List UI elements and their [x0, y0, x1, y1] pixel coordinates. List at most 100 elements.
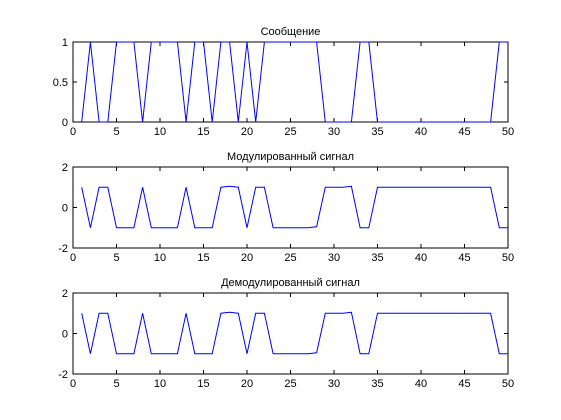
data-point — [186, 187, 187, 188]
data-point — [499, 353, 500, 354]
data-point — [507, 353, 508, 354]
x-tick-label: 10 — [154, 378, 166, 390]
x-tick-label: 50 — [502, 126, 514, 138]
data-point — [159, 227, 160, 228]
x-tick-label: 25 — [284, 252, 296, 264]
x-tick-label: 20 — [241, 252, 253, 264]
data-point — [490, 121, 491, 122]
x-tick-label: 30 — [328, 378, 340, 390]
data-point — [238, 313, 239, 314]
data-point — [333, 313, 334, 314]
x-tick-label: 5 — [113, 252, 119, 264]
data-point — [177, 353, 178, 354]
data-point — [168, 353, 169, 354]
x-tick-label: 50 — [502, 378, 514, 390]
data-point — [360, 41, 361, 42]
data-point — [299, 227, 300, 228]
y-tick-label: 2 — [62, 162, 68, 174]
data-point — [360, 353, 361, 354]
axes-box — [72, 41, 509, 123]
data-point — [125, 353, 126, 354]
data-point — [264, 313, 265, 314]
x-tick-label: 20 — [241, 378, 253, 390]
x-tick-label: 20 — [241, 126, 253, 138]
data-point — [473, 187, 474, 188]
data-point — [238, 187, 239, 188]
data-point — [194, 227, 195, 228]
data-point — [81, 187, 82, 188]
data-point — [377, 187, 378, 188]
data-point — [116, 41, 117, 42]
data-point — [412, 187, 413, 188]
data-point — [151, 41, 152, 42]
data-point — [107, 187, 108, 188]
data-point — [447, 187, 448, 188]
data-point — [307, 227, 308, 228]
x-tick-label: 0 — [70, 378, 76, 390]
data-point — [290, 227, 291, 228]
data-point — [299, 41, 300, 42]
subplot-title: Демодулированный сигнал — [221, 277, 360, 289]
data-point — [377, 313, 378, 314]
data-point — [507, 227, 508, 228]
data-point — [194, 41, 195, 42]
data-point — [90, 41, 91, 42]
data-point — [420, 313, 421, 314]
data-point — [246, 41, 247, 42]
data-point — [438, 313, 439, 314]
data-point — [455, 313, 456, 314]
data-point — [325, 313, 326, 314]
data-point — [99, 121, 100, 122]
x-tick-label: 0 — [70, 252, 76, 264]
data-point — [377, 121, 378, 122]
data-point — [490, 313, 491, 314]
data-point — [403, 313, 404, 314]
data-point — [464, 121, 465, 122]
data-point — [455, 187, 456, 188]
data-point — [420, 187, 421, 188]
x-tick-label: 40 — [415, 126, 427, 138]
data-point — [116, 353, 117, 354]
data-point — [507, 41, 508, 42]
data-point — [481, 187, 482, 188]
data-point — [281, 353, 282, 354]
data-point — [473, 313, 474, 314]
data-point — [499, 41, 500, 42]
data-point — [255, 121, 256, 122]
data-point — [464, 313, 465, 314]
data-point — [246, 227, 247, 228]
data-point — [81, 121, 82, 122]
data-point — [299, 353, 300, 354]
data-point — [168, 41, 169, 42]
data-point — [447, 121, 448, 122]
x-tick-label: 30 — [328, 126, 340, 138]
data-point — [99, 187, 100, 188]
data-point — [481, 121, 482, 122]
data-point — [473, 121, 474, 122]
data-point — [133, 353, 134, 354]
x-tick-label: 15 — [197, 126, 209, 138]
data-point — [194, 353, 195, 354]
data-point — [342, 313, 343, 314]
data-point — [212, 227, 213, 228]
data-point — [125, 227, 126, 228]
data-point — [351, 186, 352, 187]
data-point — [203, 227, 204, 228]
data-point — [281, 227, 282, 228]
data-point — [177, 41, 178, 42]
data-point — [481, 313, 482, 314]
data-point — [81, 313, 82, 314]
data-point — [273, 41, 274, 42]
data-point — [142, 121, 143, 122]
data-point — [290, 41, 291, 42]
data-point — [264, 187, 265, 188]
data-point — [464, 187, 465, 188]
x-tick-label: 45 — [458, 378, 470, 390]
data-point — [255, 313, 256, 314]
x-tick-label: 5 — [113, 126, 119, 138]
subplot-title: Модулированный сигнал — [227, 151, 354, 163]
y-tick-label: -2 — [58, 243, 68, 255]
y-tick-label: 0.5 — [53, 77, 68, 89]
